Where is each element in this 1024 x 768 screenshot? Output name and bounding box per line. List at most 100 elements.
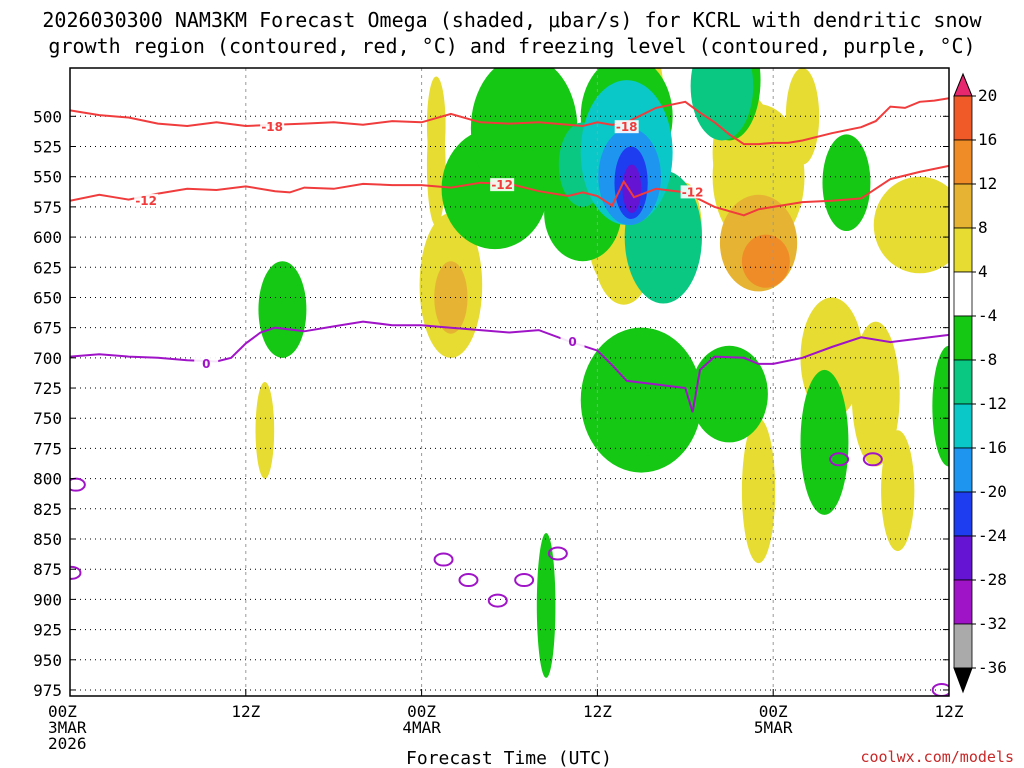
contour-label: -12 (682, 185, 704, 199)
colorbar-label: -28 (978, 570, 1007, 589)
y-tick-label: 875 (33, 560, 62, 579)
colorbar-label: -4 (978, 306, 997, 325)
x-axis-label: Forecast Time (UTC) (406, 748, 612, 768)
contour-freezing-level-0 (70, 320, 949, 413)
x-tick-label: 4MAR (402, 718, 441, 737)
colorbar-label: -16 (978, 438, 1007, 457)
omega-cell (873, 176, 949, 274)
x-tick-label: 2026 (48, 734, 87, 753)
contour-label: -18 (616, 120, 638, 134)
colorbar-label: 20 (978, 86, 997, 105)
x-tick-label: 00Z (759, 702, 788, 721)
freezing-level-loop (70, 565, 82, 580)
contour-label: 0 (568, 335, 576, 349)
y-tick-label: 600 (33, 228, 62, 247)
contour-label-bg (490, 178, 515, 192)
contour-label: -12 (491, 178, 513, 192)
credit-text: coolwx.com/models (860, 748, 1014, 766)
y-tick-label: 800 (33, 470, 62, 489)
colorbar-label: 4 (978, 262, 988, 281)
contour-label: -18 (261, 120, 283, 134)
omega-cell (822, 134, 871, 232)
contour-label-bg (680, 185, 705, 199)
colorbar-label: -20 (978, 482, 1007, 501)
colorbar-label: 16 (978, 130, 997, 149)
plot-frame (69, 67, 950, 697)
omega-cell (800, 369, 849, 515)
y-tick-label: 975 (33, 681, 62, 700)
y-tick-label: 650 (33, 288, 62, 307)
omega-area-rising-12 (741, 234, 790, 288)
y-tick-label: 700 (33, 349, 62, 368)
omega-cell (258, 261, 307, 358)
freezing-level-loop (829, 452, 850, 467)
y-tick-label: 825 (33, 500, 62, 519)
plot-area: -18 -18 -12 -12 -12 0 0 (70, 68, 949, 696)
colorbar-top-arrow (953, 72, 973, 97)
omega-cell (932, 345, 949, 467)
y-tick-label: 625 (33, 258, 62, 277)
colorbar-segment (953, 271, 973, 317)
omega-area-sinking-24 (622, 164, 642, 213)
x-tick-label: 12Z (935, 702, 964, 721)
colorbar-label: 12 (978, 174, 997, 193)
y-tick-label: 925 (33, 621, 62, 640)
colorbar-segment (953, 359, 973, 405)
omega-cell (851, 321, 900, 467)
colorbar-segment (953, 491, 973, 537)
freezing-level-loop (433, 552, 454, 567)
colorbar-segment (953, 623, 973, 669)
chart-title-line1: 2026030300 NAM3KM Forecast Omega (shaded… (42, 8, 982, 32)
colorbar-label: -32 (978, 614, 1007, 633)
colorbar-segment (953, 403, 973, 449)
colorbar-segment (953, 95, 973, 141)
contour-label-bg (614, 120, 639, 134)
contour-label-bg (560, 335, 585, 349)
x-tick-label: 5MAR (754, 718, 793, 737)
colorbar-segment (953, 139, 973, 185)
colorbar-label: -36 (978, 658, 1007, 677)
y-tick-label: 775 (33, 439, 62, 458)
contour-label: -12 (135, 194, 157, 208)
colorbar-segment (953, 183, 973, 229)
colorbar-label: -12 (978, 394, 1007, 413)
y-tick-label: 550 (33, 168, 62, 187)
freezing-level-loop (487, 593, 508, 608)
colorbar-label: -24 (978, 526, 1007, 545)
chart-title-line2: growth region (contoured, red, °C) and f… (48, 34, 975, 58)
freezing-level-loop (514, 573, 535, 588)
omega-cell (580, 327, 702, 473)
omega-cell (622, 164, 642, 213)
omega-cell (536, 532, 556, 678)
omega-cell (255, 382, 275, 479)
contour-dendritic-bottom-minus12 (70, 164, 949, 217)
y-tick-label: 750 (33, 409, 62, 428)
contour-label-bg (194, 356, 219, 370)
freezing-level-loop (458, 573, 479, 588)
y-tick-label: 575 (33, 198, 62, 217)
y-tick-label: 525 (33, 138, 62, 157)
y-tick-label: 850 (33, 530, 62, 549)
x-tick-label: 3MAR (48, 718, 87, 737)
omega-cell (881, 430, 915, 552)
colorbar-label: -8 (978, 350, 997, 369)
omega-cell (785, 68, 820, 165)
omega-cell (741, 234, 790, 288)
y-tick-label: 675 (33, 319, 62, 338)
x-tick-label: 12Z (231, 702, 260, 721)
contour-label: 0 (202, 357, 210, 371)
x-tick-label: 12Z (583, 702, 612, 721)
freezing-level-loop (862, 452, 883, 467)
y-tick-label: 725 (33, 379, 62, 398)
y-tick-label: 950 (33, 651, 62, 670)
colorbar-bottom-arrow (953, 667, 973, 694)
x-tick-label: 00Z (48, 702, 77, 721)
y-tick-label: 900 (33, 590, 62, 609)
colorbar-segment (953, 579, 973, 625)
colorbar-label: 8 (978, 218, 988, 237)
colorbar-segment (953, 535, 973, 581)
contour-label-bg (134, 193, 159, 207)
colorbar-segment (953, 315, 973, 361)
contour-label-bg (260, 120, 285, 134)
